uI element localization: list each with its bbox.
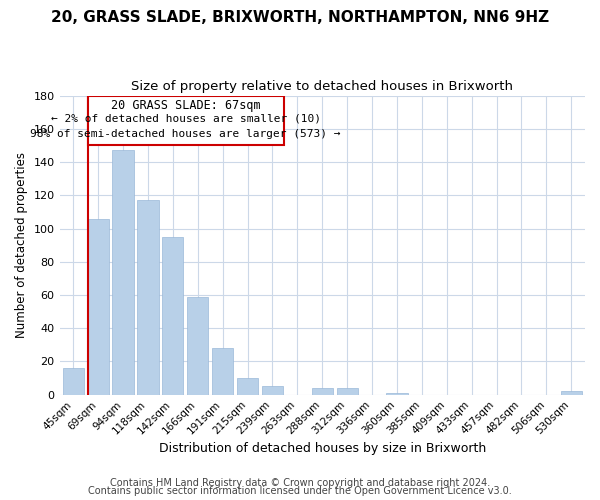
Bar bbox=[162, 237, 184, 394]
Bar bbox=[337, 388, 358, 394]
Text: 20, GRASS SLADE, BRIXWORTH, NORTHAMPTON, NN6 9HZ: 20, GRASS SLADE, BRIXWORTH, NORTHAMPTON,… bbox=[51, 10, 549, 25]
X-axis label: Distribution of detached houses by size in Brixworth: Distribution of detached houses by size … bbox=[158, 442, 486, 455]
Text: Contains public sector information licensed under the Open Government Licence v3: Contains public sector information licen… bbox=[88, 486, 512, 496]
Text: Contains HM Land Registry data © Crown copyright and database right 2024.: Contains HM Land Registry data © Crown c… bbox=[110, 478, 490, 488]
Bar bbox=[237, 378, 258, 394]
Bar bbox=[212, 348, 233, 395]
Text: 98% of semi-detached houses are larger (573) →: 98% of semi-detached houses are larger (… bbox=[31, 129, 341, 139]
Bar bbox=[187, 296, 208, 394]
Bar bbox=[88, 218, 109, 394]
Bar bbox=[311, 388, 333, 394]
Y-axis label: Number of detached properties: Number of detached properties bbox=[15, 152, 28, 338]
Bar bbox=[112, 150, 134, 394]
Bar bbox=[137, 200, 158, 394]
Bar bbox=[62, 368, 84, 394]
Title: Size of property relative to detached houses in Brixworth: Size of property relative to detached ho… bbox=[131, 80, 513, 93]
Bar bbox=[561, 392, 582, 394]
Bar bbox=[386, 393, 407, 394]
Bar bbox=[262, 386, 283, 394]
Text: 20 GRASS SLADE: 67sqm: 20 GRASS SLADE: 67sqm bbox=[111, 99, 260, 112]
FancyBboxPatch shape bbox=[88, 96, 284, 146]
Text: ← 2% of detached houses are smaller (10): ← 2% of detached houses are smaller (10) bbox=[50, 114, 320, 124]
